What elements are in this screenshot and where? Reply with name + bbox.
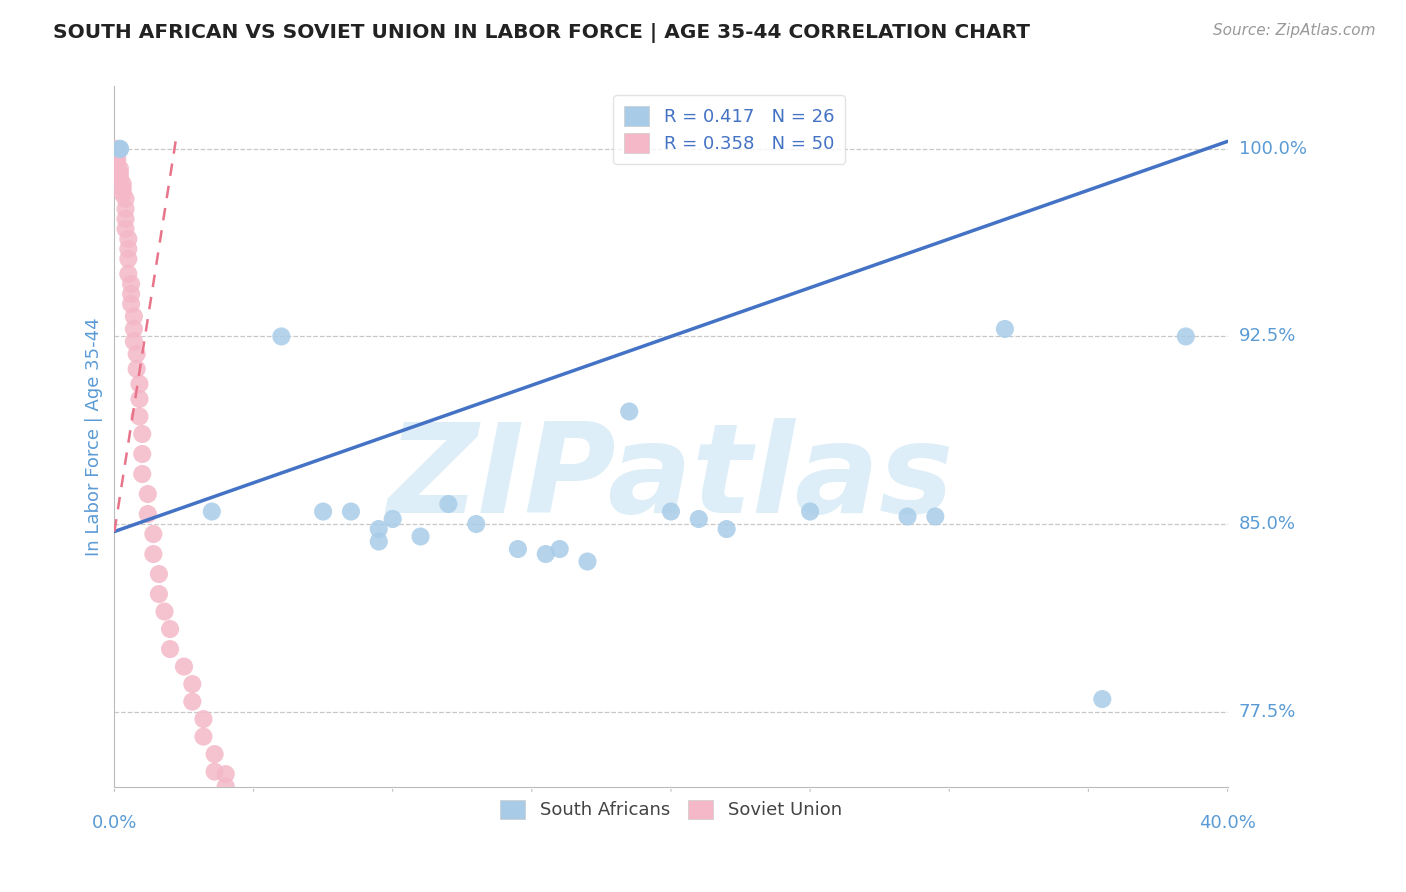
- Point: [125, 347, 148, 361]
- Point: [122, 334, 145, 349]
- Text: SOUTH AFRICAN VS SOVIET UNION IN LABOR FORCE | AGE 35-44 CORRELATION CHART: SOUTH AFRICAN VS SOVIET UNION IN LABOR F…: [53, 23, 1031, 43]
- Point: [128, 409, 150, 424]
- Point: [105, 152, 128, 166]
- Point: [270, 329, 292, 343]
- Point: [122, 310, 145, 324]
- Point: [128, 376, 150, 391]
- Point: [688, 512, 710, 526]
- Point: [117, 252, 139, 266]
- Point: [173, 659, 195, 673]
- Point: [193, 712, 215, 726]
- Point: [409, 529, 432, 543]
- Point: [131, 447, 153, 461]
- Point: [114, 202, 136, 216]
- Point: [1174, 329, 1197, 343]
- Point: [534, 547, 557, 561]
- Point: [105, 142, 128, 156]
- Point: [215, 780, 238, 794]
- Point: [120, 287, 142, 301]
- Text: 77.5%: 77.5%: [1239, 703, 1296, 721]
- Point: [994, 322, 1017, 336]
- Point: [506, 542, 529, 557]
- Point: [1091, 692, 1114, 706]
- Point: [437, 497, 460, 511]
- Text: 92.5%: 92.5%: [1239, 327, 1296, 345]
- Point: [799, 504, 821, 518]
- Point: [111, 177, 134, 191]
- Point: [548, 542, 571, 557]
- Point: [215, 767, 238, 781]
- Point: [181, 695, 204, 709]
- Point: [114, 222, 136, 236]
- Point: [108, 142, 131, 156]
- Point: [716, 522, 738, 536]
- Point: [111, 182, 134, 196]
- Text: 100.0%: 100.0%: [1239, 140, 1306, 158]
- Point: [120, 297, 142, 311]
- Point: [117, 232, 139, 246]
- Point: [204, 747, 226, 761]
- Point: [659, 504, 682, 518]
- Point: [367, 522, 389, 536]
- Point: [122, 322, 145, 336]
- Text: 40.0%: 40.0%: [1199, 814, 1256, 832]
- Point: [312, 504, 335, 518]
- Point: [367, 534, 389, 549]
- Point: [105, 147, 128, 161]
- Point: [193, 730, 215, 744]
- Point: [108, 172, 131, 186]
- Legend: South Africans, Soviet Union: South Africans, Soviet Union: [494, 792, 849, 827]
- Text: 85.0%: 85.0%: [1239, 515, 1296, 533]
- Point: [108, 167, 131, 181]
- Point: [111, 186, 134, 201]
- Point: [924, 509, 946, 524]
- Point: [204, 764, 226, 779]
- Point: [131, 427, 153, 442]
- Point: [148, 587, 170, 601]
- Point: [117, 242, 139, 256]
- Point: [114, 211, 136, 226]
- Point: [340, 504, 363, 518]
- Point: [181, 677, 204, 691]
- Point: [465, 516, 488, 531]
- Text: 0.0%: 0.0%: [91, 814, 138, 832]
- Y-axis label: In Labor Force | Age 35-44: In Labor Force | Age 35-44: [86, 318, 103, 556]
- Point: [159, 642, 181, 657]
- Point: [136, 487, 159, 501]
- Point: [131, 467, 153, 481]
- Text: Source: ZipAtlas.com: Source: ZipAtlas.com: [1212, 23, 1375, 38]
- Point: [896, 509, 918, 524]
- Point: [120, 277, 142, 291]
- Point: [108, 142, 131, 156]
- Point: [201, 504, 224, 518]
- Point: [148, 567, 170, 582]
- Point: [159, 622, 181, 636]
- Point: [619, 404, 641, 418]
- Point: [114, 192, 136, 206]
- Point: [108, 161, 131, 176]
- Point: [381, 512, 404, 526]
- Text: ZIPatlas: ZIPatlas: [388, 418, 955, 539]
- Point: [142, 527, 165, 541]
- Point: [125, 362, 148, 376]
- Point: [576, 555, 599, 569]
- Point: [153, 605, 176, 619]
- Point: [117, 267, 139, 281]
- Point: [105, 157, 128, 171]
- Point: [128, 392, 150, 406]
- Point: [136, 507, 159, 521]
- Point: [142, 547, 165, 561]
